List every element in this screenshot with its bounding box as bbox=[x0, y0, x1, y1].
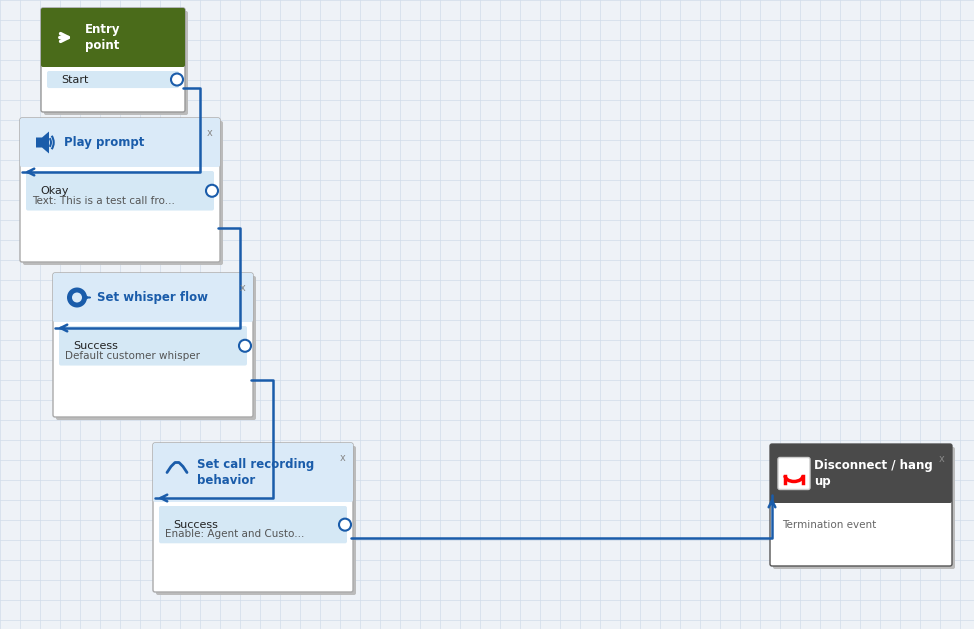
Text: Set call recording
behavior: Set call recording behavior bbox=[197, 458, 315, 487]
Circle shape bbox=[72, 292, 82, 303]
Text: Okay: Okay bbox=[40, 186, 68, 196]
Text: x: x bbox=[207, 128, 213, 138]
FancyBboxPatch shape bbox=[159, 506, 347, 543]
FancyBboxPatch shape bbox=[23, 121, 223, 265]
FancyBboxPatch shape bbox=[153, 443, 353, 592]
Text: Entry
point: Entry point bbox=[85, 23, 121, 52]
Text: Play prompt: Play prompt bbox=[64, 136, 144, 149]
Text: Termination event: Termination event bbox=[782, 520, 877, 530]
FancyBboxPatch shape bbox=[26, 171, 214, 211]
Circle shape bbox=[67, 287, 87, 308]
Bar bbox=[155, 494, 351, 500]
FancyBboxPatch shape bbox=[47, 71, 179, 88]
FancyBboxPatch shape bbox=[156, 446, 356, 595]
FancyBboxPatch shape bbox=[773, 447, 955, 569]
Text: x: x bbox=[939, 454, 945, 464]
FancyBboxPatch shape bbox=[41, 8, 185, 67]
FancyBboxPatch shape bbox=[53, 273, 253, 417]
Text: Success: Success bbox=[173, 520, 218, 530]
FancyBboxPatch shape bbox=[44, 11, 188, 115]
Circle shape bbox=[239, 340, 251, 352]
Bar bbox=[43, 59, 183, 65]
FancyBboxPatch shape bbox=[153, 443, 353, 502]
Circle shape bbox=[339, 519, 351, 531]
FancyBboxPatch shape bbox=[778, 457, 810, 489]
Text: Success: Success bbox=[73, 341, 118, 351]
Circle shape bbox=[171, 74, 183, 86]
FancyBboxPatch shape bbox=[41, 8, 185, 112]
Text: Start: Start bbox=[61, 74, 89, 84]
Circle shape bbox=[206, 185, 218, 197]
FancyBboxPatch shape bbox=[770, 444, 952, 566]
FancyBboxPatch shape bbox=[20, 118, 220, 262]
FancyBboxPatch shape bbox=[20, 118, 220, 167]
FancyBboxPatch shape bbox=[59, 326, 247, 365]
Polygon shape bbox=[36, 131, 49, 153]
Text: Set whisper flow: Set whisper flow bbox=[97, 291, 208, 304]
Text: Enable: Agent and Custo...: Enable: Agent and Custo... bbox=[165, 529, 304, 539]
Text: Text: This is a test call fro...: Text: This is a test call fro... bbox=[32, 196, 175, 206]
Bar bbox=[22, 159, 218, 165]
Bar bbox=[55, 314, 251, 320]
Text: Default customer whisper: Default customer whisper bbox=[65, 351, 200, 361]
Bar bbox=[772, 495, 950, 501]
FancyBboxPatch shape bbox=[770, 444, 952, 503]
FancyBboxPatch shape bbox=[53, 273, 253, 322]
FancyBboxPatch shape bbox=[56, 276, 256, 420]
Text: x: x bbox=[340, 453, 346, 463]
Text: x: x bbox=[241, 283, 245, 293]
Text: Disconnect / hang
up: Disconnect / hang up bbox=[814, 459, 933, 488]
